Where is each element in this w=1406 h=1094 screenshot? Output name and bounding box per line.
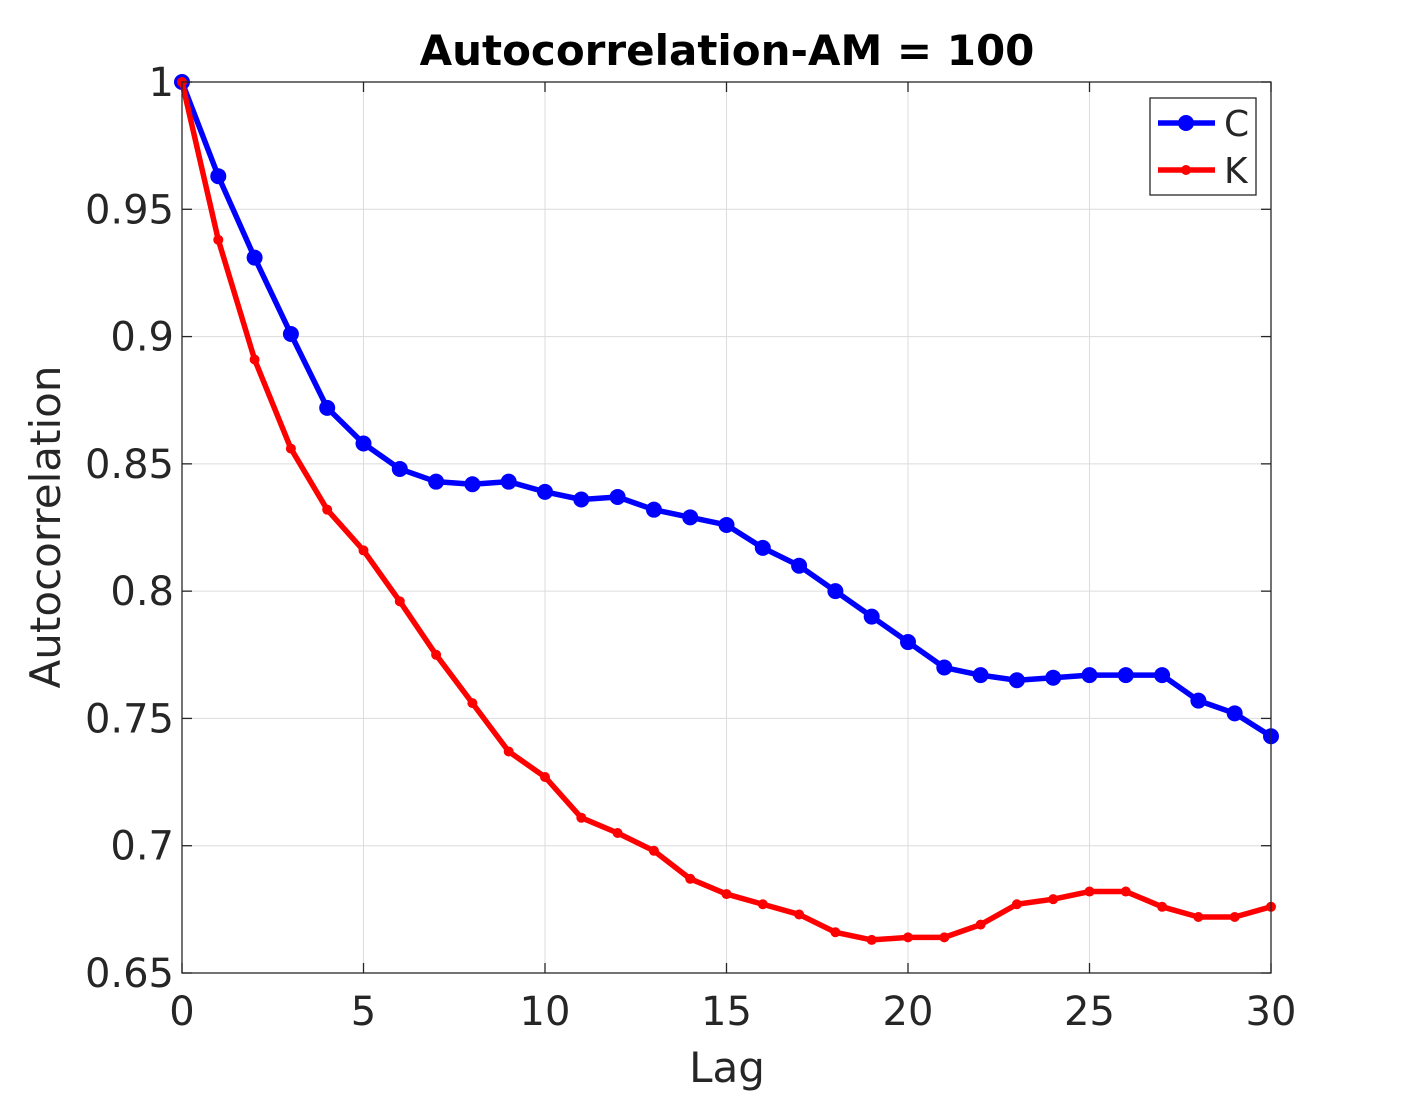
data-point-c xyxy=(391,460,408,477)
data-point-c xyxy=(573,491,590,508)
data-point-k xyxy=(648,845,659,856)
y-axis-label: Autocorrelation xyxy=(21,366,70,689)
y-tick-label: 0.8 xyxy=(110,569,174,615)
series-k xyxy=(177,77,1276,945)
legend-marker-k xyxy=(1181,165,1191,175)
legend-label-k: K xyxy=(1224,151,1249,192)
y-tick-label: 0.9 xyxy=(110,315,174,361)
x-tick-label: 20 xyxy=(883,989,934,1035)
x-tick-label: 15 xyxy=(701,989,752,1035)
grid-lines xyxy=(182,82,1271,973)
series-lines xyxy=(174,74,1279,945)
data-point-c xyxy=(1154,667,1171,684)
data-point-k xyxy=(939,932,950,943)
legend-label-c: C xyxy=(1224,104,1249,145)
data-point-k xyxy=(830,927,841,938)
legend: C K xyxy=(1149,97,1257,196)
data-point-c xyxy=(1190,692,1207,709)
data-point-c xyxy=(863,608,880,625)
data-point-c xyxy=(1008,672,1025,689)
data-point-c xyxy=(900,634,916,651)
data-point-k xyxy=(503,746,514,757)
chart-title: Autocorrelation-AM = 100 xyxy=(420,26,1035,75)
data-point-k xyxy=(685,873,696,884)
data-point-k xyxy=(431,649,442,660)
data-point-c xyxy=(1117,667,1134,684)
data-point-c xyxy=(827,583,844,600)
y-tick-label: 0.95 xyxy=(85,187,174,233)
data-point-k xyxy=(1157,901,1168,912)
data-point-k xyxy=(1084,886,1095,897)
data-point-k xyxy=(794,909,805,920)
x-tick-label: 10 xyxy=(520,989,571,1035)
data-point-c xyxy=(718,516,735,533)
data-point-k xyxy=(358,545,369,556)
data-point-k xyxy=(721,889,732,900)
legend-marker-c xyxy=(1178,115,1194,131)
data-point-c xyxy=(972,667,989,684)
data-point-c xyxy=(428,473,445,490)
axis-ticks: 0 5 10 15 20 25 30 0.65 0.7 0.75 0.8 0.85 0.9 0.95 1 xyxy=(85,60,1297,1035)
data-point-k xyxy=(866,934,877,945)
data-point-c xyxy=(936,659,953,676)
data-point-c xyxy=(282,326,299,343)
data-point-c xyxy=(754,539,771,556)
data-point-k xyxy=(285,443,296,454)
data-point-c xyxy=(682,509,699,526)
data-point-c xyxy=(464,476,481,493)
data-point-k xyxy=(394,596,405,607)
data-point-c xyxy=(1226,705,1243,722)
data-point-c xyxy=(355,435,372,452)
x-tick-label: 30 xyxy=(1246,989,1297,1035)
data-point-c xyxy=(645,501,662,518)
data-point-c xyxy=(1081,667,1098,684)
legend-frame xyxy=(1149,97,1257,196)
data-point-c xyxy=(791,557,808,574)
y-tick-label: 0.7 xyxy=(110,824,174,870)
x-tick-label: 0 xyxy=(169,989,194,1035)
data-point-c xyxy=(500,473,517,490)
data-point-c xyxy=(537,483,553,500)
data-point-k xyxy=(249,354,260,365)
data-point-k xyxy=(213,234,224,245)
data-point-k xyxy=(322,504,333,515)
data-point-k xyxy=(1193,911,1204,922)
series-c xyxy=(174,74,1279,745)
y-tick-label: 0.85 xyxy=(85,442,174,488)
data-point-k xyxy=(1048,894,1059,905)
data-point-k xyxy=(903,932,913,943)
data-point-k xyxy=(540,771,550,782)
data-point-c xyxy=(246,249,263,266)
data-point-c xyxy=(609,488,626,505)
data-point-k xyxy=(612,827,623,838)
data-point-c xyxy=(1045,669,1062,686)
data-point-k xyxy=(1011,899,1022,910)
data-point-k xyxy=(576,812,587,823)
x-tick-label: 25 xyxy=(1064,989,1115,1035)
plot-area-frame xyxy=(181,81,1272,974)
y-tick-label: 1 xyxy=(149,60,174,106)
data-point-k xyxy=(757,899,768,910)
data-point-k xyxy=(467,698,478,709)
y-tick-label: 0.65 xyxy=(85,951,174,997)
y-tick-label: 0.75 xyxy=(85,696,174,742)
data-point-c xyxy=(319,399,336,416)
data-point-k xyxy=(975,919,986,930)
data-point-c xyxy=(210,168,227,185)
x-tick-label: 5 xyxy=(351,989,376,1035)
data-point-k xyxy=(1120,886,1131,897)
data-point-k xyxy=(1229,911,1240,922)
x-axis-label: Lag xyxy=(689,1043,765,1092)
